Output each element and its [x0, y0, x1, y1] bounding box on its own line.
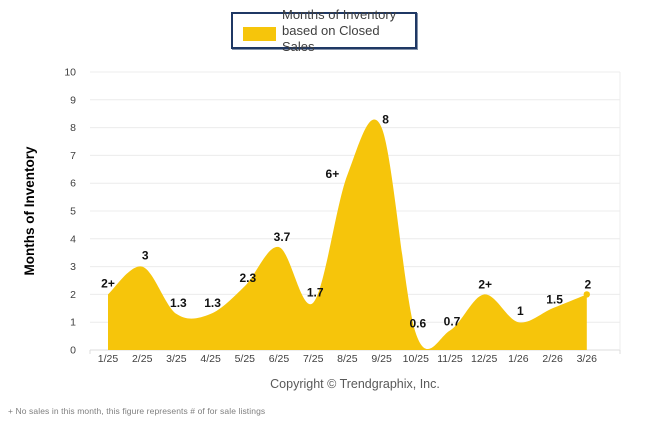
data-point-label: 0.7 [444, 315, 461, 329]
y-tick-label: 0 [70, 345, 76, 357]
data-point-label: 2 [584, 277, 591, 291]
x-tick-label: 12/25 [471, 353, 497, 365]
x-tick-label: 8/25 [337, 353, 358, 365]
legend: Months of Inventory based on Closed Sale… [231, 7, 417, 54]
y-tick-label: 8 [70, 122, 76, 134]
data-point-label: 1.3 [204, 296, 221, 310]
x-tick-label: 1/25 [98, 353, 119, 365]
x-tick-label: 11/25 [437, 353, 463, 365]
data-point-label: 2.3 [239, 271, 256, 285]
data-point-label: 6+ [326, 167, 340, 181]
x-tick-label: 5/25 [235, 353, 256, 365]
y-tick-label: 2 [70, 289, 76, 301]
y-tick-label: 5 [70, 206, 76, 218]
data-point-label: 1.3 [170, 296, 187, 310]
x-tick-label: 3/26 [577, 353, 598, 365]
data-point-label: 3.7 [274, 230, 291, 244]
data-point-label: 3 [142, 249, 149, 263]
end-point-marker [583, 291, 590, 298]
y-tick-label: 4 [70, 233, 76, 245]
x-axis-tick-labels: 1/25 2/25 3/25 4/25 5/25 6/25 7/25 8/25 9/25 10/2… [98, 353, 597, 365]
x-tick-label: 3/25 [166, 353, 187, 365]
x-tick-label: 2/25 [132, 353, 153, 365]
footnote-text: + No sales in this month, this figure re… [8, 406, 266, 416]
y-tick-label: 6 [70, 178, 76, 190]
y-axis-tick-labels: 0 1 2 3 4 5 6 7 8 9 10 [64, 67, 76, 357]
y-axis-title: Months of Inventory [22, 146, 37, 275]
data-point-label: 2+ [101, 276, 115, 290]
x-tick-label: 9/25 [371, 353, 392, 365]
data-point-label: 2+ [478, 277, 492, 291]
data-point-labels: 2+ 3 1.3 1.3 2.3 3.7 1.7 6+ 8 0.6 0.7 2+ 1 1.5 2 [101, 113, 591, 331]
legend-color-swatch [243, 26, 276, 41]
y-tick-label: 7 [70, 150, 76, 162]
copyright-text: Copyright © Trendgraphix, Inc. [270, 377, 440, 391]
data-point-label: 1 [517, 304, 524, 318]
x-tick-label: 7/25 [303, 353, 324, 365]
y-tick-label: 9 [70, 94, 76, 106]
x-tick-label: 6/25 [269, 353, 290, 365]
data-point-label: 8 [382, 113, 389, 127]
y-tick-label: 1 [70, 317, 76, 329]
x-tick-label: 1/26 [508, 353, 529, 365]
legend-label: Months of Inventory based on Closed Sale… [282, 6, 397, 54]
y-tick-label: 3 [70, 261, 76, 273]
y-tick-label: 10 [64, 67, 76, 79]
x-tick-label: 10/25 [403, 353, 429, 365]
data-point-label: 0.6 [409, 316, 426, 330]
area-series [108, 119, 587, 350]
x-tick-label: 2/26 [542, 353, 563, 365]
x-tick-label: 4/25 [200, 353, 221, 365]
data-point-label: 1.5 [546, 292, 563, 306]
data-point-label: 1.7 [307, 286, 324, 300]
